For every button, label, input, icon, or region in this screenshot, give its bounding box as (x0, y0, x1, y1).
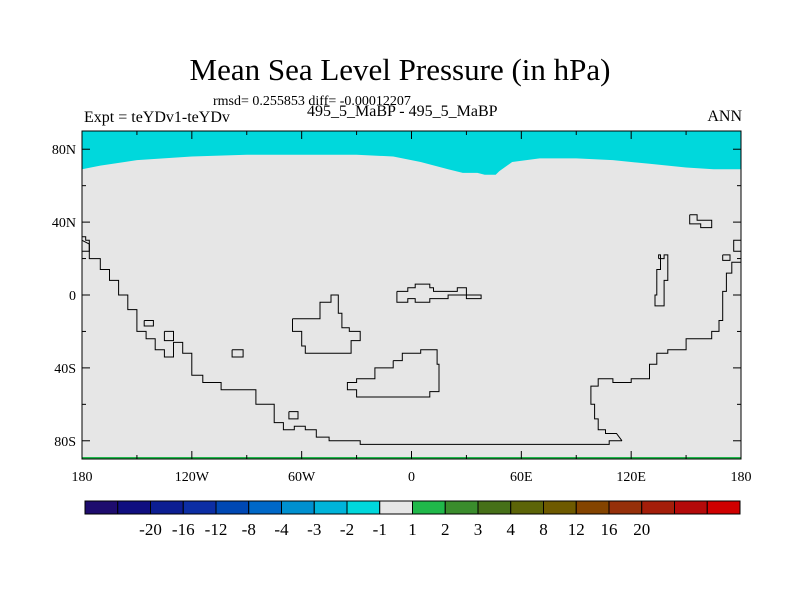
stats-label: rmsd= 0.255853 diff= -0.00012207 (213, 94, 411, 109)
x-tick-label: 60E (510, 470, 533, 485)
colorbar-box (412, 500, 446, 515)
coastline-east-continent (654, 254, 669, 307)
y-tick-label: 0 (69, 289, 76, 304)
y-tick-label: 80S (54, 435, 76, 450)
coastline-central-continent (292, 294, 361, 354)
colorbar-label: 2 (441, 520, 450, 539)
colorbar-box (641, 500, 675, 515)
x-tick-label: 60W (288, 470, 316, 485)
colorbar-box (182, 500, 217, 515)
x-tick-label: 180 (731, 470, 752, 485)
y-tick-label: 80N (52, 143, 76, 158)
colorbar-box (543, 500, 577, 515)
coastline-dateline-east (733, 239, 741, 252)
colorbar-label: 20 (633, 520, 650, 539)
colorbar-label: -3 (307, 520, 321, 539)
colorbar-box (510, 500, 544, 515)
colorbar-box (215, 500, 250, 515)
x-tick-label: 120E (616, 470, 646, 485)
coastline-southern-continent (346, 349, 440, 398)
colorbar-box (608, 500, 643, 515)
coastline-americas-pacific-coast (81, 239, 622, 445)
colorbar-label: 3 (474, 520, 483, 539)
y-tick-label: 40N (52, 216, 76, 231)
x-tick-label: 120W (175, 470, 210, 485)
x-tick-label: 180 (72, 470, 93, 485)
axis-layer: 180 120W 60W 0 60E 120E 180 80N 40N 0 40S 80S (52, 130, 752, 485)
colorbar-label: -4 (274, 520, 289, 539)
colorbar-box (444, 500, 479, 515)
coastline-west-island (231, 349, 244, 358)
colorbar-box (379, 500, 413, 515)
coastline-pacific-island-a (143, 320, 154, 327)
colorbar-label: 1 (408, 520, 417, 539)
coastline-far-east-island (722, 254, 731, 261)
colorbar-box (674, 500, 708, 515)
map-layer (81, 131, 741, 459)
season-label: ANN (707, 108, 742, 125)
colorbar-label: -1 (373, 520, 387, 539)
colorbar-box (346, 500, 381, 515)
colorbar-box (150, 500, 184, 515)
colorbar-box (117, 500, 151, 515)
colorbar-box (84, 500, 119, 515)
experiment-label: Expt = teYDv1-teYDv (84, 109, 230, 126)
region-near-zero (82, 131, 741, 459)
colorbar-label: -8 (242, 520, 256, 539)
colorbar-box (477, 500, 512, 515)
y-tick-label: 40S (54, 362, 76, 377)
colorbar-label: 4 (507, 520, 516, 539)
colorbar-box (248, 500, 282, 515)
colorbar-box (575, 500, 610, 515)
coastline-pacific-island-b (163, 330, 174, 342)
coastline-dateline-landmass (82, 236, 90, 252)
region-arctic-negative (82, 131, 741, 175)
colorbar-box (281, 500, 315, 515)
colorbar-box (313, 500, 348, 515)
coastline-south-island (288, 411, 299, 420)
colorbar-box (706, 500, 741, 515)
colorbar-label: -16 (172, 520, 195, 539)
colorbar-label: 12 (568, 520, 585, 539)
x-tick-label: 0 (408, 470, 415, 485)
colorbar-label: -12 (205, 520, 228, 539)
comparison-label: 495_5_MaBP - 495_5_MaBP (307, 103, 498, 120)
coastline-northeast-island (689, 214, 713, 229)
coastline-equatorial-island (396, 283, 482, 303)
colorbar-label: 8 (539, 520, 548, 539)
colorbar: -20 -16 -12 -8 -4 -3 -2 -1 1 2 3 4 8 12 16 20 (84, 500, 741, 539)
colorbar-label: 16 (601, 520, 618, 539)
colorbar-label: -20 (139, 520, 162, 539)
colorbar-label: -2 (340, 520, 354, 539)
chart-title: Mean Sea Level Pressure (in hPa) (189, 52, 611, 87)
coastline-australia-asia-coast (590, 261, 741, 442)
